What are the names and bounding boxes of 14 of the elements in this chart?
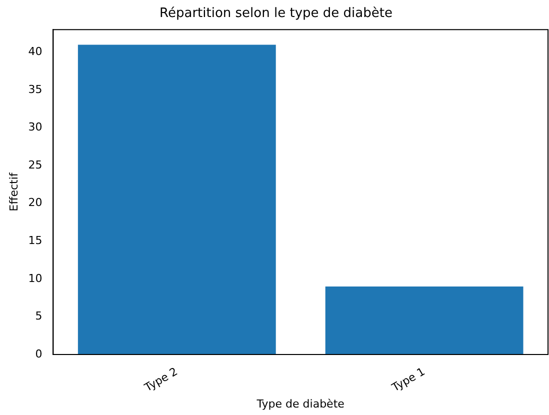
- y-tick-label: 15: [28, 234, 42, 248]
- y-tick-label: 10: [28, 272, 42, 285]
- y-axis-title: Effectif: [7, 172, 20, 212]
- x-axis-title: Type de diabète: [256, 397, 345, 410]
- y-tick-label: 40: [28, 45, 42, 58]
- y-tick-label: 30: [28, 120, 42, 134]
- x-tick-label: Type 2: [141, 365, 180, 395]
- chart-title: Répartition selon le type de diabète: [160, 6, 392, 22]
- y-tick-label: 25: [28, 158, 42, 172]
- y-tick-label: 20: [28, 196, 42, 210]
- y-tick-label: 35: [28, 82, 42, 96]
- y-tick-label: 5: [35, 310, 42, 323]
- y-tick-label: 0: [35, 347, 42, 360]
- x-tick-label: Type 1: [388, 365, 428, 395]
